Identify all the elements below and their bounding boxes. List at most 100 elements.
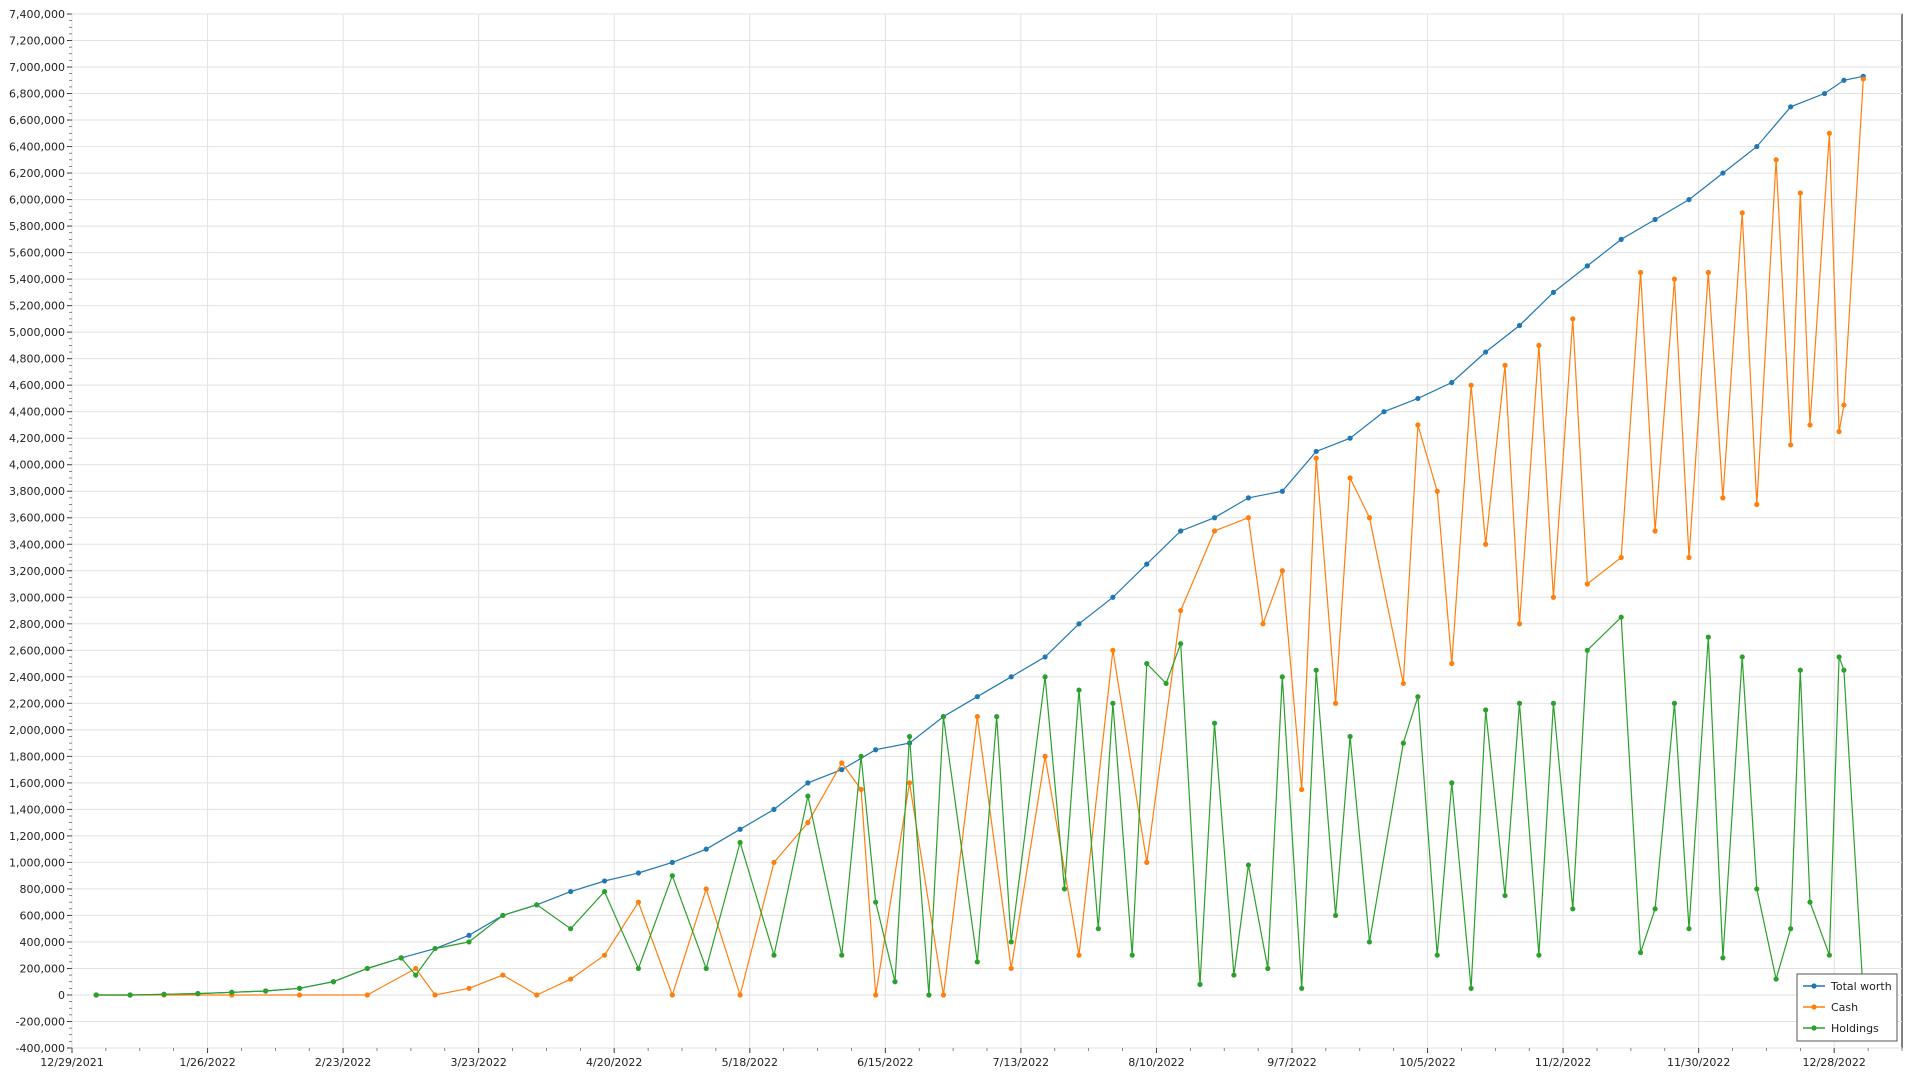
data-point (1652, 906, 1658, 912)
data-point (1008, 965, 1014, 972)
data-point (500, 972, 506, 978)
data-point (1144, 859, 1150, 866)
plot-area-background (71, 13, 1903, 1049)
x-tick-label: 1/26/2022 (179, 1056, 235, 1069)
legend: Total worth Cash Holdings (1796, 973, 1898, 1042)
y-tick-label: 2,400,000 (9, 671, 65, 684)
grid-lines (71, 13, 1902, 1049)
data-point (1468, 985, 1474, 991)
data-point (737, 839, 743, 846)
data-point (1550, 289, 1557, 295)
x-tick-label: 11/30/2022 (1667, 1056, 1730, 1069)
data-point (839, 767, 845, 773)
data-point (771, 952, 777, 958)
data-point (1279, 488, 1285, 494)
data-point (737, 992, 743, 998)
data-point (601, 878, 608, 884)
data-point (1483, 349, 1489, 355)
data-point (1516, 700, 1523, 706)
data-point (1570, 316, 1576, 322)
y-tick-label: 400,000 (20, 936, 66, 949)
data-point (940, 992, 947, 998)
data-point (1807, 422, 1813, 428)
data-point (1415, 422, 1421, 428)
data-point (1076, 621, 1082, 627)
data-point (1705, 269, 1711, 276)
data-point (1720, 170, 1726, 176)
x-tick-label: 3/23/2022 (450, 1056, 506, 1069)
data-point (568, 976, 574, 982)
data-point (1468, 382, 1474, 388)
data-point (1841, 667, 1847, 673)
data-point (703, 965, 709, 972)
y-tick-label: 7,400,000 (9, 8, 65, 21)
data-point (1841, 77, 1847, 83)
data-point (1705, 634, 1711, 640)
data-point (1279, 674, 1285, 680)
x-tick-label: 8/10/2022 (1128, 1056, 1184, 1069)
data-point (1076, 952, 1082, 958)
data-point (1260, 621, 1266, 627)
data-point (330, 979, 337, 985)
data-point (1008, 939, 1014, 945)
y-tick-label: 4,400,000 (9, 406, 65, 419)
data-point (906, 780, 913, 786)
data-point (1197, 981, 1203, 987)
x-tick-label: 4/20/2022 (586, 1056, 642, 1069)
series-line (96, 615, 1864, 996)
y-tick-label: 3,800,000 (9, 485, 65, 498)
data-point (1279, 568, 1285, 574)
data-point (1788, 926, 1794, 932)
x-tick-label: 12/28/2022 (1803, 1056, 1866, 1069)
data-point (873, 992, 879, 998)
data-point (926, 992, 932, 998)
legend-label: Holdings (1831, 1022, 1879, 1035)
data-point (534, 902, 540, 908)
data-point (1686, 196, 1692, 203)
y-tick-label: 4,200,000 (9, 432, 65, 445)
data-point (1754, 501, 1760, 508)
data-point (1720, 495, 1726, 501)
data-point (1584, 581, 1590, 587)
data-point (1366, 939, 1373, 945)
data-point (1807, 899, 1813, 905)
data-point (1836, 654, 1842, 660)
legend-marker (1811, 983, 1817, 989)
x-tick-label: 10/5/2022 (1399, 1056, 1455, 1069)
data-point (771, 806, 777, 812)
data-point (1550, 700, 1557, 706)
data-point (1671, 276, 1678, 282)
data-point (1449, 660, 1455, 667)
y-tick-label: 3,000,000 (9, 591, 65, 604)
data-point (1483, 541, 1489, 547)
data-point (364, 992, 370, 998)
y-tick-label: 5,800,000 (9, 220, 65, 233)
data-point (1449, 379, 1455, 386)
data-point (127, 992, 133, 998)
data-point (534, 992, 540, 998)
data-point (466, 932, 472, 938)
data-point (669, 859, 675, 866)
data-point (1110, 700, 1116, 706)
data-point (1618, 236, 1624, 242)
data-point (1686, 554, 1692, 561)
y-tick-label: 3,400,000 (9, 538, 65, 551)
y-tick-label: 1,400,000 (9, 803, 65, 816)
data-point (1826, 952, 1832, 958)
y-tick-label: 3,600,000 (9, 512, 65, 525)
y-tick-label: 6,200,000 (9, 167, 65, 180)
data-point (1163, 680, 1169, 687)
data-point (1788, 442, 1794, 448)
data-point (1434, 488, 1440, 494)
y-tick-label: 1,000,000 (9, 856, 65, 869)
y-tick-label: 800,000 (20, 883, 66, 896)
data-point (1483, 707, 1489, 713)
data-point (873, 899, 879, 905)
data-point (413, 972, 419, 978)
data-point (669, 992, 675, 998)
data-point (1652, 216, 1658, 223)
legend-label: Total worth (1830, 980, 1892, 993)
data-point (398, 955, 404, 961)
data-point (1211, 528, 1218, 534)
